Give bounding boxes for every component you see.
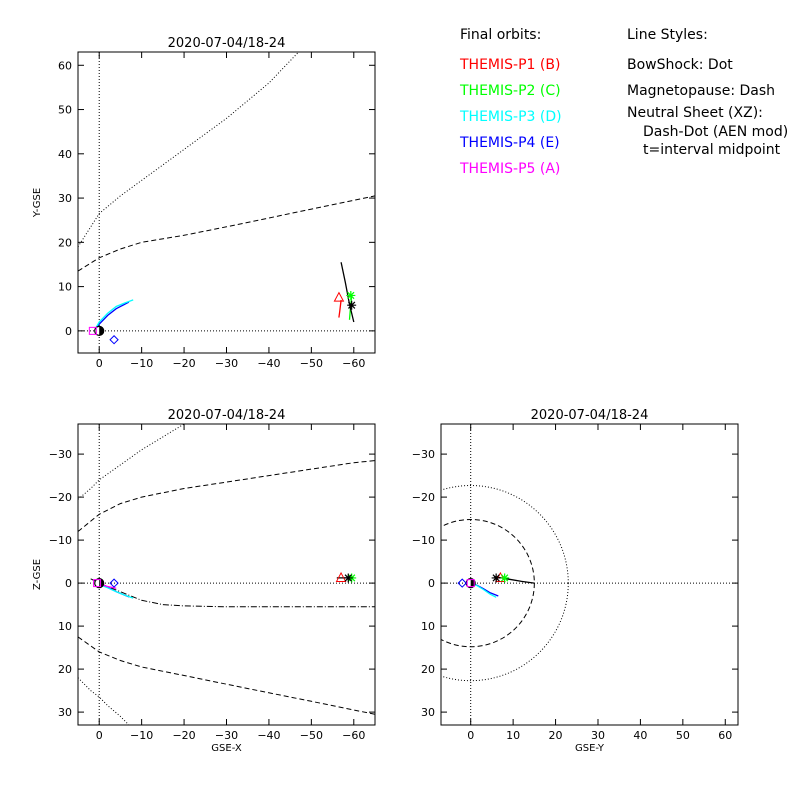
bowshock-circle: [441, 485, 569, 682]
xz-plot-panel: 2020-07-04/18-24 0 −10 −20 −30 −40 −50 −60 30 20 1…: [32, 408, 376, 754]
bowshock-curve: [78, 52, 299, 248]
x-tick-label: −20: [172, 357, 195, 370]
legend-probe-p4: THEMIS-P4 (E): [460, 135, 560, 151]
y-tick-label: 50: [58, 104, 72, 117]
plot-title: 2020-07-04/18-24: [531, 408, 649, 423]
legend-probe-p5: THEMIS-P5 (A): [460, 161, 561, 177]
probe-asterisk-marker: [346, 290, 356, 300]
probe-square-marker: [466, 579, 475, 588]
line-style-neutral-sheet: Neutral Sheet (XZ):: [627, 105, 763, 121]
y-tick-label: 30: [58, 706, 72, 719]
x-tick-label: −30: [215, 729, 238, 742]
magnetopause-circle: [441, 518, 535, 648]
x-tick-label: 10: [506, 729, 520, 742]
y-tick-label: 10: [421, 620, 435, 633]
line-style-dash-dot: Dash-Dot (AEN mod): [643, 124, 789, 140]
x-tick-label: 30: [591, 729, 605, 742]
xy-plot-panel: 2020-07-04/18-24 0 −10 −20 −30 −40 −50 −60 0 10 20…: [32, 36, 376, 370]
x-tick-label: −20: [172, 729, 195, 742]
magnetopause-curve: [78, 460, 375, 532]
x-axis-label: GSE-Y: [575, 743, 605, 754]
y-tick-label: −30: [412, 448, 435, 461]
x-tick-label: −30: [215, 357, 238, 370]
yz-plot-panel: 2020-07-04/18-24 0 10 20 30 40 50 60 30 20 10 0 −10 −…: [412, 408, 739, 754]
legend-title: Final orbits:: [460, 27, 542, 43]
probe-triangle-marker: [495, 571, 506, 582]
y-tick-label: 0: [65, 325, 72, 338]
orbit-track: [94, 301, 130, 330]
x-tick-label: 40: [633, 729, 647, 742]
probe-square-marker: [93, 579, 102, 588]
probe-asterisk-marker: [500, 573, 510, 583]
y-tick-label: 10: [58, 620, 72, 633]
probe-triangle-marker: [335, 571, 347, 582]
plot-area: [78, 52, 375, 353]
probe-diamond-marker: [109, 578, 119, 588]
y-tick-label: 20: [421, 663, 435, 676]
x-tick-label: 0: [467, 729, 474, 742]
x-tick-label: 50: [676, 729, 690, 742]
magnetopause-curve: [78, 636, 375, 715]
x-tick-label: −10: [130, 357, 153, 370]
x-tick-label: −60: [342, 357, 365, 370]
y-tick-label: 20: [58, 236, 72, 249]
x-axis-label: GSE-X: [211, 743, 242, 754]
orbit-track: [338, 299, 342, 318]
x-tick-label: −60: [342, 729, 365, 742]
neutral-sheet-curve: [90, 578, 375, 608]
probe-diamond-marker: [457, 578, 467, 588]
y-axis-label: Y-GSE: [32, 188, 43, 218]
y-tick-label: 0: [428, 577, 435, 590]
x-tick-label: 60: [718, 729, 732, 742]
y-tick-label: 20: [58, 663, 72, 676]
x-tick-label: 0: [96, 357, 103, 370]
x-tick-label: −50: [300, 357, 323, 370]
line-styles-title: Line Styles:: [627, 27, 708, 43]
y-axis-label: Z-GSE: [32, 559, 43, 590]
probe-asterisk-marker: [343, 573, 353, 583]
bowshock-curve: [78, 424, 185, 500]
plot-title: 2020-07-04/18-24: [168, 36, 286, 51]
y-tick-label: −10: [412, 534, 435, 547]
plot-area: [441, 424, 738, 725]
plot-frame: [440, 423, 739, 726]
y-tick-label: 60: [58, 59, 72, 72]
plot-title: 2020-07-04/18-24: [168, 408, 286, 423]
probe-diamond-marker: [109, 335, 119, 345]
probe-asterisk-marker: [491, 573, 501, 583]
plot-frame: [77, 423, 376, 726]
y-tick-label: −20: [412, 491, 435, 504]
y-tick-label: −30: [49, 448, 72, 461]
legend-probe-p2: THEMIS-P2 (C): [460, 83, 561, 99]
x-tick-label: −10: [130, 729, 153, 742]
y-tick-label: 0: [65, 577, 72, 590]
probe-asterisk-marker: [347, 300, 357, 310]
plot-area: [78, 424, 375, 725]
y-tick-label: 10: [58, 281, 72, 294]
x-tick-label: −40: [257, 357, 280, 370]
bowshock-curve: [78, 677, 130, 725]
magnetopause-curve: [78, 195, 375, 272]
x-tick-label: 20: [549, 729, 563, 742]
probe-square-marker: [88, 326, 97, 335]
y-tick-label: 30: [421, 706, 435, 719]
x-tick-label: −50: [300, 729, 323, 742]
earth-night-side-icon: [99, 326, 104, 336]
line-style-bowshock: BowShock: Dot: [627, 57, 733, 73]
probe-triangle-marker: [333, 291, 345, 302]
y-tick-label: −20: [49, 491, 72, 504]
line-style-midpoint-note: t=interval midpoint: [643, 142, 781, 158]
line-style-magnetopause: Magnetopause: Dash: [627, 83, 776, 99]
orbit-track: [94, 299, 134, 330]
y-tick-label: 30: [58, 192, 72, 205]
x-tick-label: 0: [96, 729, 103, 742]
legend-probe-p3: THEMIS-P3 (D): [460, 109, 562, 125]
x-tick-label: −40: [257, 729, 280, 742]
y-tick-label: 40: [58, 148, 72, 161]
legend-probe-p1: THEMIS-P1 (B): [460, 57, 561, 73]
orbit-track: [340, 262, 355, 323]
plot-frame: [77, 51, 376, 354]
y-tick-label: −10: [49, 534, 72, 547]
